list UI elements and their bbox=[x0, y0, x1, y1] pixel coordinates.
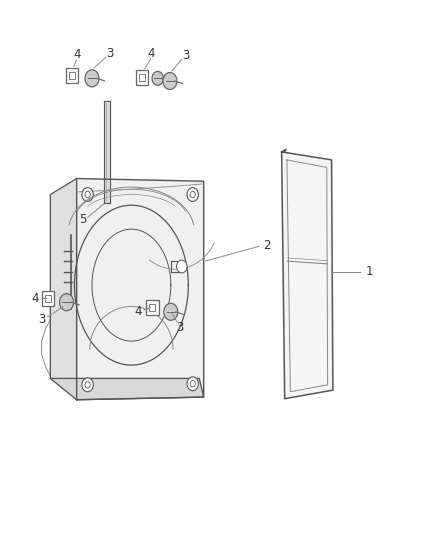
Text: 2: 2 bbox=[263, 239, 270, 252]
Text: 4: 4 bbox=[73, 48, 81, 61]
Text: 5: 5 bbox=[79, 213, 86, 226]
Bar bbox=[69, 72, 75, 79]
Polygon shape bbox=[282, 152, 333, 399]
Circle shape bbox=[82, 378, 93, 392]
Text: 4: 4 bbox=[31, 292, 39, 305]
Bar bbox=[66, 68, 78, 83]
Circle shape bbox=[187, 188, 198, 201]
Bar bbox=[139, 74, 145, 81]
Circle shape bbox=[82, 188, 93, 201]
Text: 3: 3 bbox=[106, 47, 113, 60]
Circle shape bbox=[164, 303, 178, 320]
Bar bbox=[45, 295, 51, 302]
Circle shape bbox=[152, 71, 163, 85]
Circle shape bbox=[163, 72, 177, 90]
Polygon shape bbox=[50, 179, 77, 400]
Text: 4: 4 bbox=[134, 305, 142, 318]
Bar bbox=[42, 291, 54, 306]
Circle shape bbox=[177, 260, 187, 273]
Text: 1: 1 bbox=[366, 265, 373, 278]
Polygon shape bbox=[50, 378, 204, 400]
Polygon shape bbox=[104, 101, 110, 203]
Bar bbox=[136, 70, 148, 85]
Circle shape bbox=[85, 70, 99, 87]
Circle shape bbox=[60, 294, 74, 311]
Bar bbox=[146, 300, 159, 315]
Polygon shape bbox=[77, 179, 204, 400]
Text: 4: 4 bbox=[147, 47, 155, 60]
Bar bbox=[149, 304, 155, 311]
Text: 3: 3 bbox=[176, 321, 183, 334]
Text: 3: 3 bbox=[183, 50, 190, 62]
Text: 3: 3 bbox=[38, 313, 45, 326]
Circle shape bbox=[187, 377, 198, 391]
